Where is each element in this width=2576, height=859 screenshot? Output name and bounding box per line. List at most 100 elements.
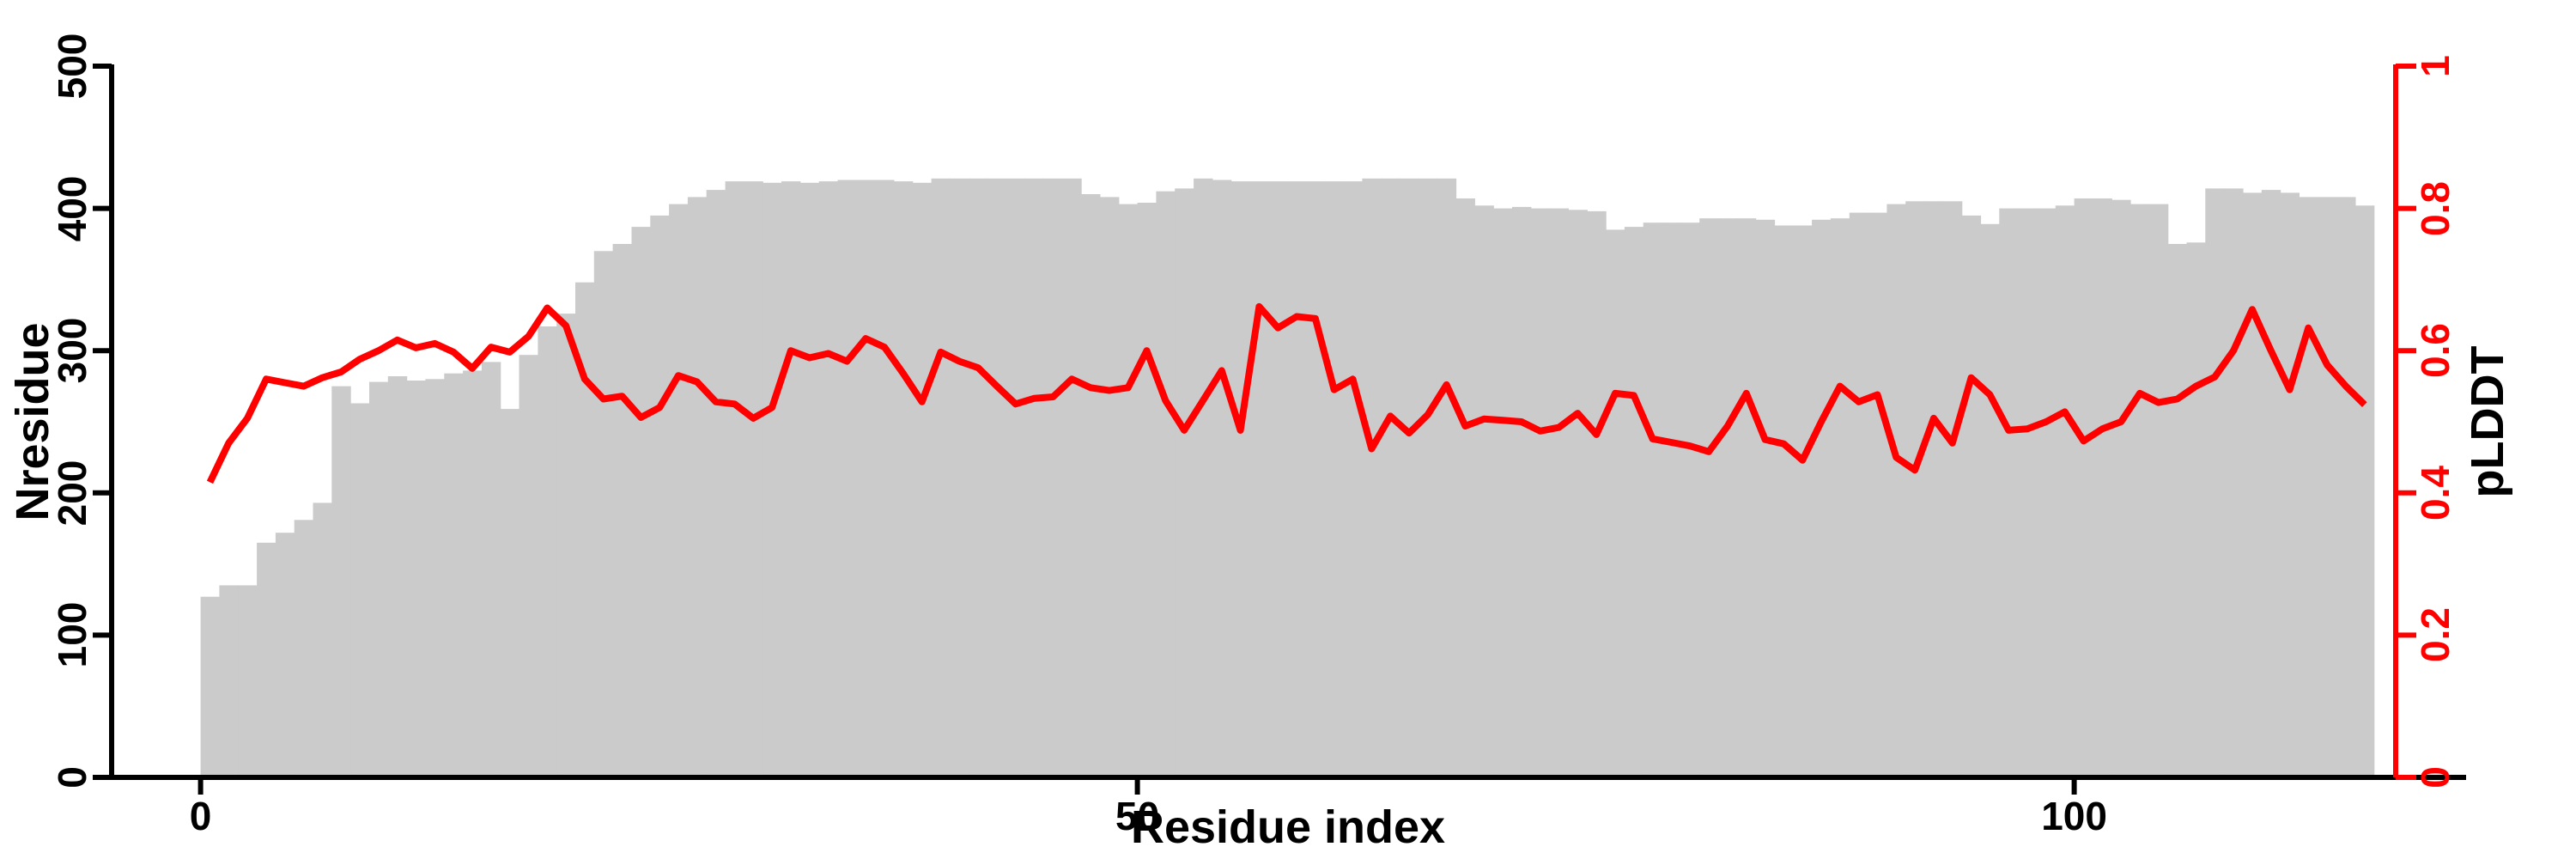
nresidue-bar <box>725 181 745 778</box>
y-left-tick-label: 0 <box>50 766 94 789</box>
nresidue-bar <box>1924 201 1944 778</box>
nresidue-bar <box>350 403 370 777</box>
x-tick-label: 0 <box>189 794 212 838</box>
y-right-tick-label: 0.2 <box>2413 607 2458 663</box>
nresidue-bar <box>1455 198 1475 777</box>
nresidue-bar <box>1718 218 1738 777</box>
nresidue-bar <box>2205 188 2225 777</box>
y-left-tick-label: 400 <box>50 175 94 241</box>
nresidue-bar <box>687 197 708 777</box>
y-left-tick-label: 500 <box>50 33 94 100</box>
nresidue-bar <box>1999 208 2019 778</box>
nresidue-bar <box>1062 178 1082 778</box>
nresidue-bar <box>1194 178 1213 778</box>
nresidue-bar <box>1324 181 1345 778</box>
nresidue-bar <box>2074 198 2094 777</box>
nresidue-bars <box>200 178 2375 778</box>
y-right-tick-label: 0.6 <box>2413 323 2458 379</box>
x-axis-title: Residue index <box>1130 801 1446 853</box>
nresidue-bar <box>1849 212 1869 778</box>
nresidue-bar <box>1043 178 1063 778</box>
nresidue-bar <box>744 181 763 778</box>
nresidue-bar <box>238 585 258 777</box>
nresidue-bar <box>837 180 857 777</box>
nresidue-bar <box>969 178 988 778</box>
nresidue-bar <box>2186 242 2206 777</box>
nresidue-bar <box>1118 204 1139 778</box>
nresidue-bar <box>1175 188 1194 777</box>
nresidue-bar <box>2093 198 2112 777</box>
nresidue-bar <box>1362 178 1382 778</box>
nresidue-bar <box>912 182 933 778</box>
nresidue-bar <box>1886 204 1906 778</box>
nresidue-bar <box>2224 188 2244 777</box>
nresidue-bar <box>219 585 239 777</box>
nresidue-bar <box>275 533 295 777</box>
right-axis-title: pLDDT <box>2462 345 2513 498</box>
nresidue-bar <box>2148 204 2169 778</box>
nresidue-bar <box>463 370 483 777</box>
y-right-tick-label: 0.8 <box>2413 180 2458 236</box>
nresidue-bar <box>950 178 969 778</box>
nresidue-bar <box>1005 178 1026 778</box>
nresidue-bar <box>631 227 651 778</box>
nresidue-bar <box>556 314 576 778</box>
left-axis-title: Nresidue <box>7 322 58 521</box>
nresidue-bar <box>1024 178 1045 778</box>
nresidue-bar <box>500 409 520 777</box>
nresidue-bar <box>1530 208 1551 778</box>
nresidue-bar <box>1736 218 1757 777</box>
nresidue-bar <box>481 362 501 777</box>
nresidue-bar <box>2243 192 2263 777</box>
nresidue-bar <box>762 182 782 778</box>
nresidue-bar <box>313 503 332 777</box>
nresidue-bar <box>369 381 389 777</box>
nresidue-bar <box>1343 181 1364 778</box>
nresidue-bar <box>1512 206 1532 777</box>
nresidue-bar <box>893 181 914 778</box>
nresidue-bar <box>1137 203 1157 777</box>
nresidue-bar <box>2055 205 2075 778</box>
nresidue-bar <box>1662 222 1682 777</box>
nresidue-bar <box>1624 227 1644 778</box>
nresidue-bar <box>2354 205 2375 778</box>
nresidue-bar <box>1942 201 1963 778</box>
y-right-tick-label: 0 <box>2413 766 2458 789</box>
nresidue-bar <box>2336 197 2356 777</box>
nresidue-bar <box>1287 181 1307 778</box>
nresidue-bar <box>575 282 595 777</box>
nresidue-bar <box>856 180 876 777</box>
nresidue-bar <box>1493 208 1513 778</box>
nresidue-bar <box>1812 219 1832 778</box>
y-left-tick-label: 100 <box>50 602 94 668</box>
nresidue-bar <box>1381 178 1400 778</box>
nresidue-bar <box>706 190 726 778</box>
nresidue-bar <box>987 178 1007 778</box>
nresidue-bar <box>1793 225 1813 777</box>
nresidue-bar <box>2111 199 2131 777</box>
nresidue-bar <box>1680 222 1700 777</box>
plddt-line <box>206 302 2367 484</box>
nresidue-bar <box>1418 178 1438 778</box>
nresidue-bar <box>2167 244 2188 777</box>
nresidue-bar <box>1230 181 1251 778</box>
nresidue-bar <box>650 215 670 777</box>
nresidue-bar <box>1474 205 1494 778</box>
nresidue-bar <box>875 180 895 777</box>
nresidue-bar <box>1980 223 2000 777</box>
nresidue-bar <box>2018 208 2038 778</box>
axes <box>93 64 2466 795</box>
nresidue-bar <box>1961 215 1982 777</box>
nresidue-bar <box>1905 201 1925 778</box>
nresidue-bar <box>1699 218 1719 777</box>
nresidue-bar <box>1156 191 1176 777</box>
nresidue-bar <box>406 381 427 777</box>
x-tick-label: 100 <box>2041 794 2107 838</box>
nresidue-bar <box>1755 219 1776 778</box>
nresidue-bar <box>612 244 633 777</box>
nresidue-bar <box>2280 192 2300 777</box>
nresidue-bar <box>1774 225 1794 777</box>
nresidue-bar <box>294 520 314 777</box>
x-tick-label: 50 <box>1115 794 1160 838</box>
